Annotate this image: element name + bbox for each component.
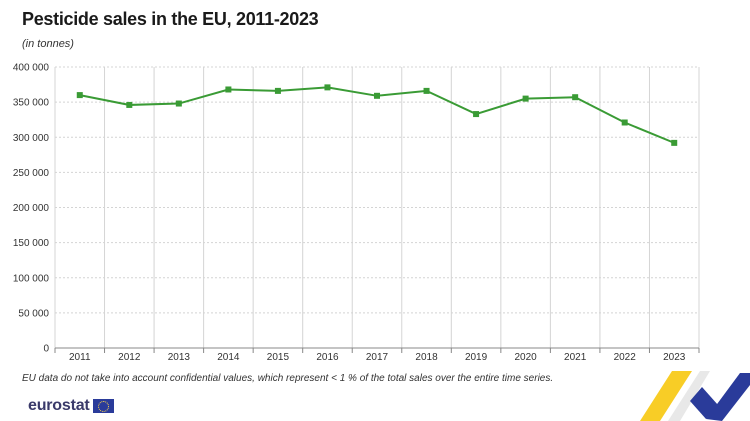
y-tick-label: 250 000 [13, 168, 50, 179]
x-tick-label: 2019 [465, 352, 488, 363]
x-tick-label: 2015 [267, 352, 290, 363]
data-point-2011 [76, 92, 83, 99]
x-tick-label: 2022 [614, 352, 637, 363]
y-tick-label: 400 000 [13, 63, 50, 74]
y-tick-label: 200 000 [13, 203, 50, 214]
data-point-2023 [671, 139, 678, 146]
x-tick-label: 2013 [168, 352, 191, 363]
y-tick-label: 150 000 [13, 238, 50, 249]
grid-layer [54, 66, 700, 348]
axis-layer: 0 50 000 100 000 150 000 200 000 250 000 300 0… [13, 63, 700, 363]
data-point-2013 [175, 100, 182, 107]
data-point-2019 [473, 111, 480, 118]
x-tick-label: 2023 [663, 352, 686, 363]
data-point-2021 [572, 94, 579, 101]
x-tick-label: 2017 [366, 352, 389, 363]
series-layer [76, 84, 678, 146]
x-tick-label: 2011 [69, 352, 91, 363]
data-point-2020 [522, 95, 529, 102]
chart-subtitle: (in tonnes) [22, 38, 74, 50]
x-tick-label: 2014 [217, 352, 240, 363]
data-point-2022 [621, 119, 628, 126]
y-tick-label: 350 000 [13, 98, 50, 109]
x-tick-label: 2020 [514, 352, 537, 363]
logo-text: eurostat [28, 397, 90, 414]
data-point-2017 [374, 92, 380, 99]
footnote: EU data do not take into account confide… [22, 373, 554, 384]
eurostat-logo: eurostat [28, 397, 114, 415]
corner-decoration-icon [640, 371, 750, 421]
data-point-2015 [274, 87, 281, 94]
x-tick-label: 2012 [118, 352, 141, 363]
chart-title: Pesticide sales in the EU, 2011-2023 [22, 9, 319, 29]
x-tick-label: 2018 [415, 352, 438, 363]
y-tick-label: 0 [43, 344, 49, 355]
data-point-2014 [225, 86, 232, 93]
data-point-2018 [423, 87, 430, 94]
y-tick-label: 300 000 [13, 133, 50, 144]
eu-flag-icon [92, 399, 114, 413]
data-point-2012 [126, 101, 133, 108]
data-point-2016 [324, 84, 331, 91]
x-tick-label: 2016 [316, 352, 339, 363]
y-tick-label: 50 000 [18, 308, 49, 319]
y-tick-label: 100 000 [13, 273, 50, 284]
x-tick-label: 2021 [564, 352, 587, 363]
